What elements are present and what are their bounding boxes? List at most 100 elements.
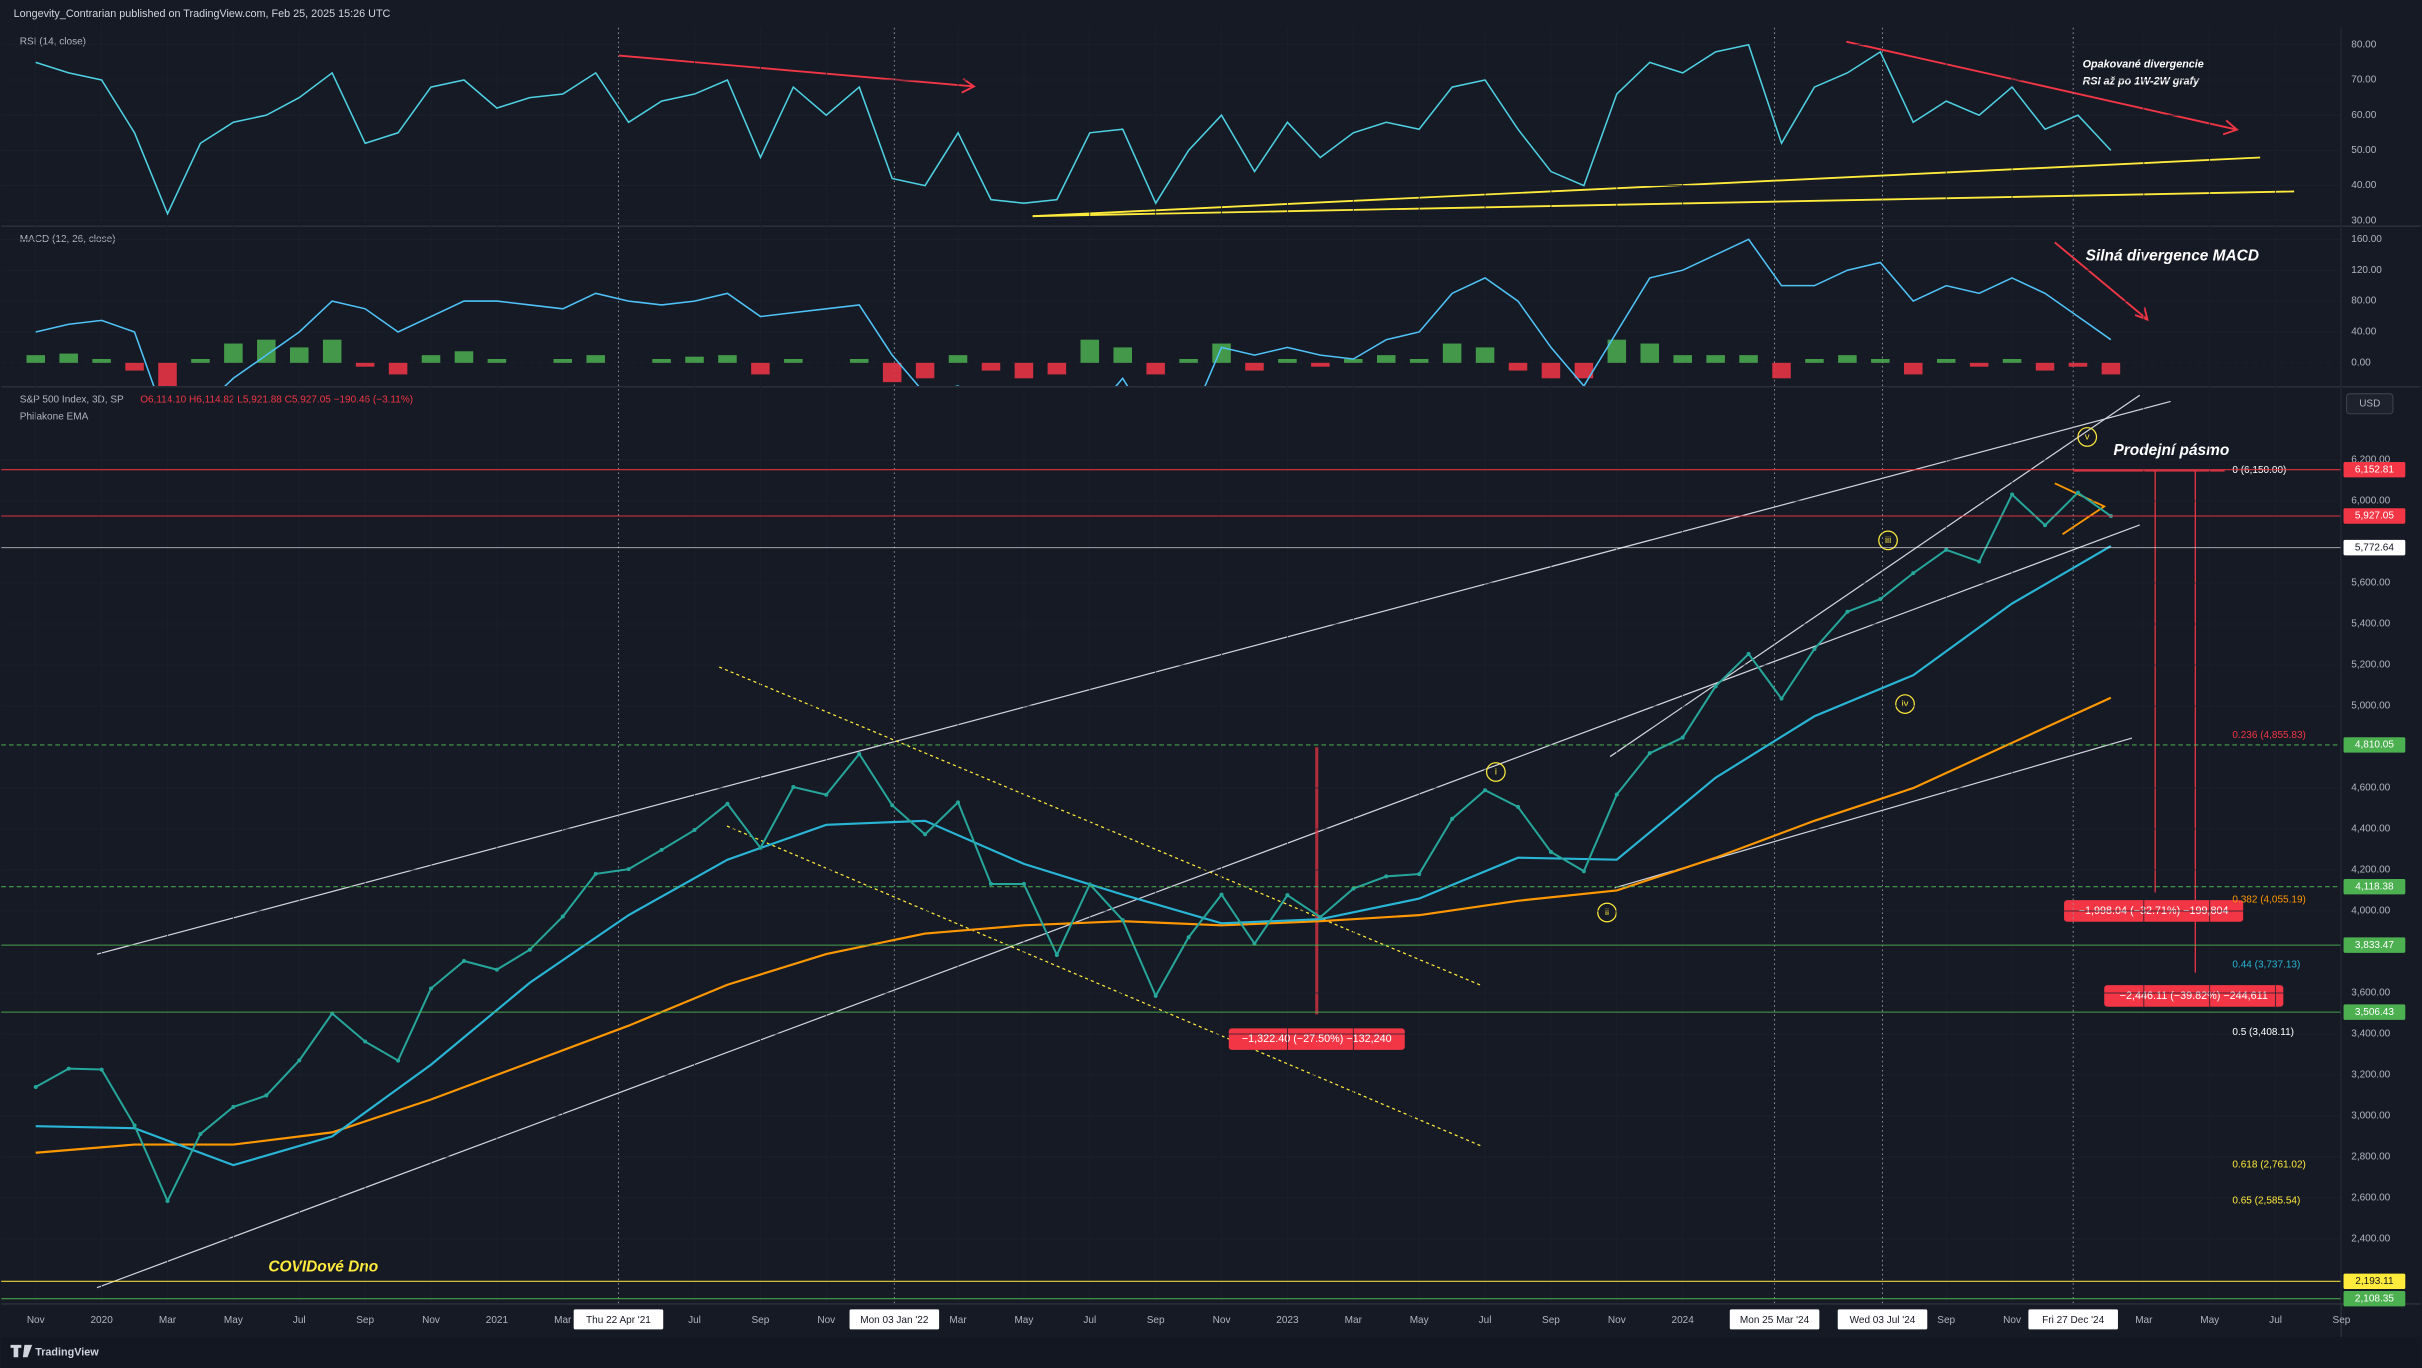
x-tick-label: Nov — [817, 1315, 835, 1326]
price-point — [33, 1085, 38, 1090]
measure-box — [2104, 985, 2284, 1007]
histogram-bar — [1376, 355, 1396, 363]
ema-fast — [35, 545, 2112, 1167]
triangle — [2054, 482, 2107, 536]
histogram-bar — [784, 358, 803, 363]
x-tick-label: 2020 — [90, 1315, 113, 1326]
price-point — [725, 801, 730, 806]
price-point — [1515, 804, 1521, 809]
price-point — [1120, 918, 1125, 923]
price-point — [231, 1104, 236, 1109]
x-tick-label: Sep — [1542, 1315, 1560, 1326]
price-point — [1878, 597, 1883, 602]
histogram-bar — [1014, 362, 1034, 379]
y-tick-label: 160.00 — [2351, 234, 2382, 245]
price-point — [1186, 935, 1191, 940]
histogram-bar — [553, 358, 573, 363]
x-tick-label: May — [224, 1315, 243, 1326]
histogram-bar — [1673, 355, 1692, 363]
x-tick-label: Mar — [949, 1315, 967, 1326]
fib-label: 0.618 (2,761.02) — [2232, 1160, 2306, 1171]
price-point — [593, 871, 598, 876]
fib-label: 0.236 (4,855.83) — [2232, 730, 2306, 741]
histogram-bar — [2002, 358, 2022, 363]
x-tick-label: Mar — [554, 1315, 572, 1326]
histogram-bar — [1311, 362, 1330, 367]
date-tag-box — [849, 1309, 940, 1330]
date-tag-box — [1729, 1309, 1820, 1330]
histogram-bar — [1904, 362, 1923, 375]
price-tag-box — [2343, 878, 2406, 895]
histogram-bar — [1080, 339, 1100, 363]
price-point — [692, 828, 697, 833]
wave-label: iii — [1885, 535, 1891, 545]
price-point — [1977, 559, 1982, 564]
histogram-bar — [2035, 362, 2055, 371]
price-point — [1746, 651, 1751, 656]
price-point — [1614, 792, 1619, 797]
price-tag-box — [2343, 1290, 2406, 1307]
price-tag: 5,772.64 — [2355, 542, 2394, 553]
date-tag: Mon 25 Mar '24 — [1740, 1315, 1810, 1326]
price-tag-box — [2343, 737, 2406, 753]
y-tick-label: 2,600.00 — [2351, 1193, 2390, 1204]
histogram-bar — [1607, 339, 1627, 363]
price-point — [99, 1067, 104, 1072]
arrow-head — [2222, 119, 2239, 136]
price-point — [396, 1058, 401, 1063]
pane-label: S&P 500 Index, 3D, SP — [20, 395, 124, 406]
x-tick-label: May — [1410, 1315, 1429, 1326]
date-tag: Fri 27 Dec '24 — [2042, 1315, 2104, 1326]
histogram-bar — [2101, 362, 2121, 375]
price-tag: 3,833.47 — [2355, 940, 2394, 951]
currency[interactable]: USD — [2359, 398, 2380, 409]
price-point — [461, 958, 466, 963]
price-tag: 3,506.43 — [2355, 1007, 2394, 1018]
price-tag: 2,193.11 — [2355, 1276, 2394, 1287]
histogram-bar — [685, 356, 704, 363]
date-tag: Thu 22 Apr '21 — [586, 1315, 651, 1326]
y-tick-label: 120.00 — [2351, 265, 2382, 276]
date-tag-box — [2028, 1309, 2118, 1330]
trend-arrow — [618, 54, 975, 88]
annotation: COVIDové Dno — [268, 1259, 378, 1276]
fib-label: 0.44 (3,737.13) — [2232, 960, 2300, 971]
y-tick-label: 3,000.00 — [2351, 1111, 2390, 1122]
histogram-bar — [2068, 362, 2088, 367]
currency-box[interactable] — [2346, 393, 2394, 415]
price-point — [2043, 523, 2048, 528]
histogram-bar — [1475, 347, 1495, 363]
x-tick-label: Nov — [1213, 1315, 1231, 1326]
histogram-bar — [652, 358, 671, 363]
x-tick-label: Sep — [1937, 1315, 1955, 1326]
price-point — [659, 847, 664, 852]
histogram-bar — [1245, 362, 1264, 371]
price-point — [1351, 886, 1356, 891]
histogram-bar — [1541, 362, 1561, 379]
histogram-bar — [191, 358, 210, 363]
y-tick-label: 5,400.00 — [2351, 619, 2390, 630]
y-tick-label: 5,600.00 — [2351, 578, 2390, 589]
histogram-bar — [1146, 362, 1165, 375]
price-point — [923, 832, 928, 837]
histogram-bar — [586, 355, 605, 363]
histogram-bar — [1113, 347, 1132, 363]
x-tick-label: Jul — [688, 1315, 701, 1326]
price-point — [363, 1039, 368, 1044]
histogram-bar — [1344, 358, 1363, 363]
y-tick-label: 0.00 — [2351, 358, 2371, 369]
pane-label: RSI (14, close) — [20, 36, 86, 47]
date-tag: Mon 03 Jan '22 — [860, 1315, 929, 1326]
ema-slow — [35, 696, 2112, 1154]
price-tag-box — [2343, 937, 2406, 953]
histogram-bar — [1706, 355, 1725, 363]
price-point — [429, 986, 434, 991]
date-tag-box — [1837, 1309, 1928, 1330]
y-tick-label: 40.00 — [2351, 327, 2376, 338]
histogram-bar — [1409, 358, 1429, 363]
price-tag-box — [2343, 1004, 2406, 1020]
price-point — [824, 792, 829, 797]
histogram-bar — [1047, 362, 1067, 375]
y-tick-label: 2,400.00 — [2351, 1234, 2390, 1245]
histogram-bar — [289, 347, 309, 363]
